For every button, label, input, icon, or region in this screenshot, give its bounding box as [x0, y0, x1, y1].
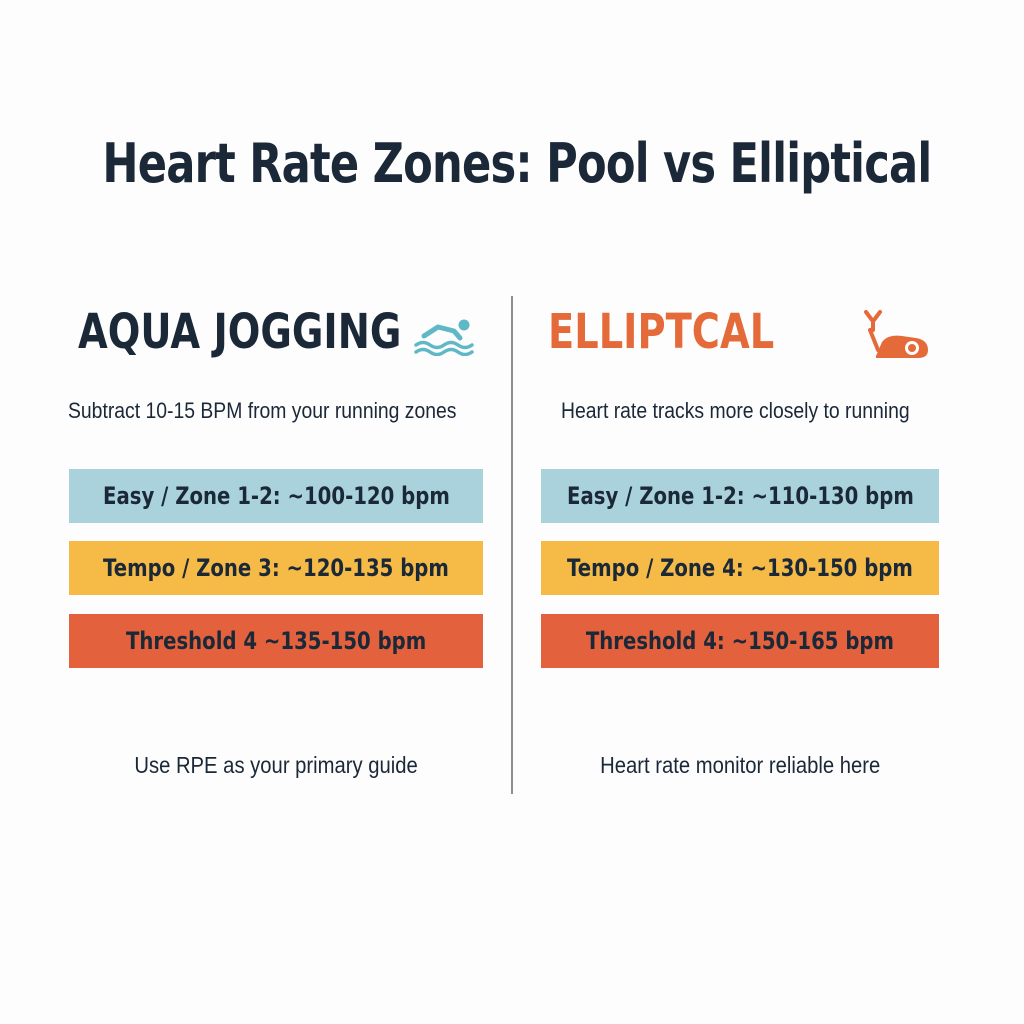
zone-label: Easy / Zone 1-2: ~100-120 bpm [102, 482, 450, 510]
page-title: Heart Rate Zones: Pool vs Elliptical [102, 132, 932, 195]
elliptical-zone-easy: Easy / Zone 1-2: ~110-130 bpm [541, 469, 939, 523]
aqua-jogging-heading: AQUA JOGGING [78, 304, 402, 360]
aqua-jogging-subtitle: Subtract 10-15 BPM from your running zon… [68, 398, 457, 423]
column-divider [511, 296, 513, 794]
footer-text: Heart rate monitor reliable here [599, 752, 881, 778]
elliptical-zone-threshold: Threshold 4: ~150-165 bpm [541, 614, 939, 668]
zone-label: Tempo / Zone 4: ~130-150 bpm [567, 554, 913, 582]
zone-label: Easy / Zone 1-2: ~110-130 bpm [566, 482, 914, 510]
elliptical-machine-icon [864, 310, 928, 358]
elliptical-footer: Heart rate monitor reliable here [541, 752, 939, 779]
footer-text: Use RPE as your primary guide [134, 752, 418, 778]
zone-label: Threshold 4: ~150-165 bpm [585, 627, 895, 655]
swimmer-icon [414, 319, 474, 356]
aqua-jogging-footer: Use RPE as your primary guide [69, 752, 483, 779]
aqua-zone-easy: Easy / Zone 1-2: ~100-120 bpm [69, 469, 483, 523]
elliptical-heading: ELLIPTCAL [548, 304, 775, 360]
aqua-zone-tempo: Tempo / Zone 3: ~120-135 bpm [69, 541, 483, 595]
elliptical-zone-tempo: Tempo / Zone 4: ~130-150 bpm [541, 541, 939, 595]
zone-label: Tempo / Zone 3: ~120-135 bpm [103, 554, 449, 582]
zone-label: Threshold 4 ~135-150 bpm [125, 627, 427, 655]
aqua-zone-threshold: Threshold 4 ~135-150 bpm [69, 614, 483, 668]
elliptical-subtitle: Heart rate tracks more closely to runnin… [561, 398, 910, 423]
